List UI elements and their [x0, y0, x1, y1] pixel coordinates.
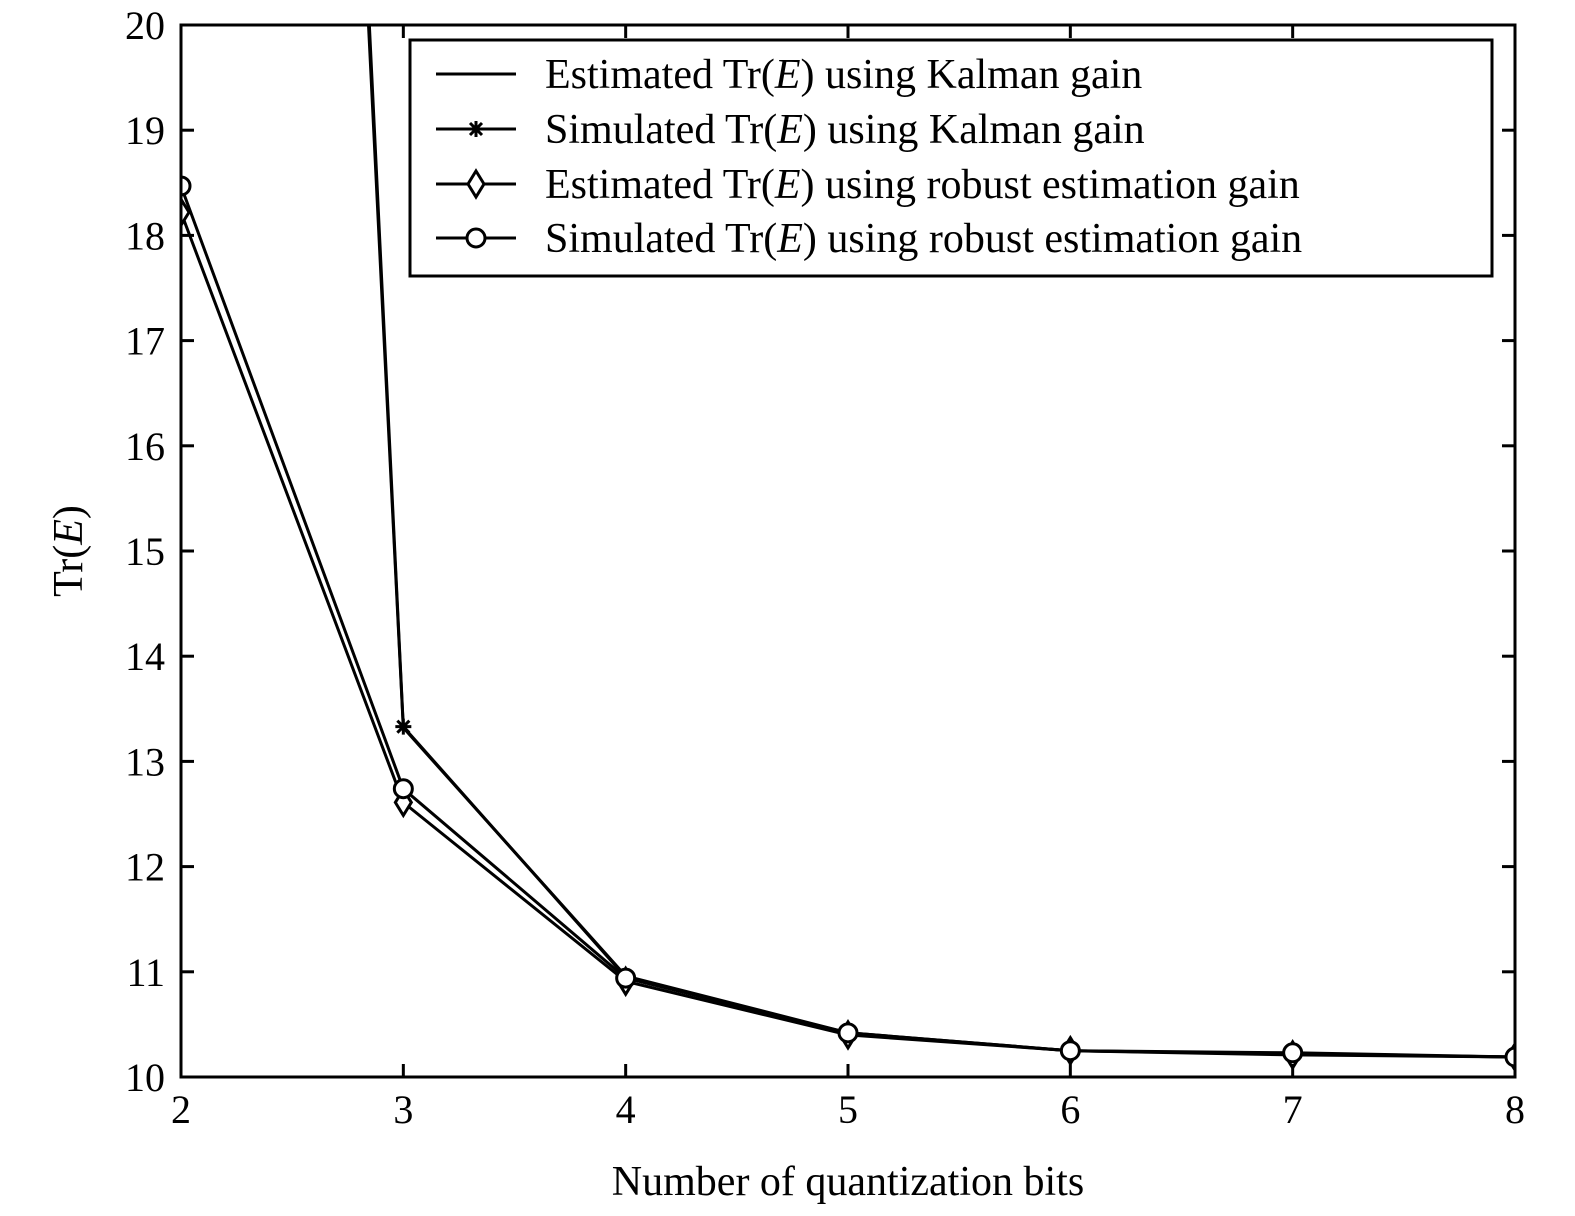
legend-label: Simulated Tr(E) using Kalman gain [545, 107, 1145, 153]
diamond-marker [181, 196, 191, 229]
star-marker [395, 718, 412, 735]
legend-label-part: Simulated Tr( [545, 216, 777, 262]
y-tick-label: 16 [125, 424, 165, 469]
x-tick-label: 6 [1060, 1087, 1080, 1132]
circle-marker [465, 227, 487, 249]
legend-label: Estimated Tr(E) using robust estimation … [545, 162, 1300, 208]
circle-marker [392, 778, 414, 800]
y-tick-label: 15 [125, 529, 165, 574]
legend-item: Simulated Tr(E) using robust estimation … [436, 216, 1302, 262]
y-tick-label: 17 [125, 319, 165, 364]
legend-label-part: ) using Kalman gain [801, 52, 1143, 98]
series-3 [181, 196, 1515, 1073]
legend-label-part: E [774, 162, 801, 208]
y-tick-label: 13 [125, 739, 165, 784]
series-line [181, 211, 1515, 1059]
y-tick-label: 19 [125, 108, 165, 153]
legend-item: Estimated Tr(E) using Kalman gain [436, 52, 1142, 98]
y-tick-label: 11 [126, 950, 165, 995]
x-tick-label: 3 [393, 1087, 413, 1132]
legend-label-part: E [774, 52, 801, 98]
circle-marker [1282, 1042, 1304, 1064]
diamond-marker [466, 168, 486, 200]
x-tick-label: 5 [838, 1087, 858, 1132]
series-layer [181, 25, 1515, 1073]
legend-label-part: Estimated Tr( [545, 162, 775, 208]
legend-label-part: ) using Kalman gain [803, 107, 1145, 153]
y-tick-label: 14 [125, 634, 165, 679]
circle-marker [181, 175, 192, 197]
legend-label-part: Simulated Tr( [545, 107, 777, 153]
legend-label-part: E [776, 216, 803, 262]
circle-marker [1504, 1046, 1515, 1068]
legend-item: Estimated Tr(E) using robust estimation … [436, 162, 1300, 208]
x-axis-label: Number of quantization bits [612, 1159, 1084, 1205]
legend-label-part: Estimated Tr( [545, 52, 775, 98]
circle-marker [1059, 1040, 1081, 1062]
x-tick-label: 4 [616, 1087, 636, 1132]
y-tick-label: 12 [125, 845, 165, 890]
x-tick-label: 2 [171, 1087, 191, 1132]
legend-label: Estimated Tr(E) using Kalman gain [545, 52, 1142, 98]
series-line [181, 185, 1515, 1059]
legend-item: Simulated Tr(E) using Kalman gain [436, 107, 1145, 153]
legend-label: Simulated Tr(E) using robust estimation … [545, 216, 1302, 262]
legend: Estimated Tr(E) using Kalman gainSimulat… [408, 38, 1494, 278]
legend-label-part: ) using robust estimation gain [801, 162, 1300, 208]
y-tick-label: 18 [125, 213, 165, 258]
circle-marker [837, 1022, 859, 1044]
x-tick-label: 8 [1505, 1087, 1525, 1132]
legend-label-part: ) using robust estimation gain [803, 216, 1302, 262]
series-4 [181, 175, 1515, 1068]
ticks: 2 3 4 5 6 7 8 10 11 12 13 14 15 16 17 18 19 20 [125, 3, 1525, 1132]
star-marker [468, 121, 484, 137]
y-axis-label: Tr(E) [46, 505, 92, 597]
x-tick-label: 7 [1283, 1087, 1303, 1132]
y-tick-label: 20 [125, 3, 165, 48]
circle-marker [615, 967, 637, 989]
legend-label-part: E [776, 107, 803, 153]
y-tick-label: 10 [125, 1055, 165, 1100]
legend-box [408, 38, 1494, 278]
